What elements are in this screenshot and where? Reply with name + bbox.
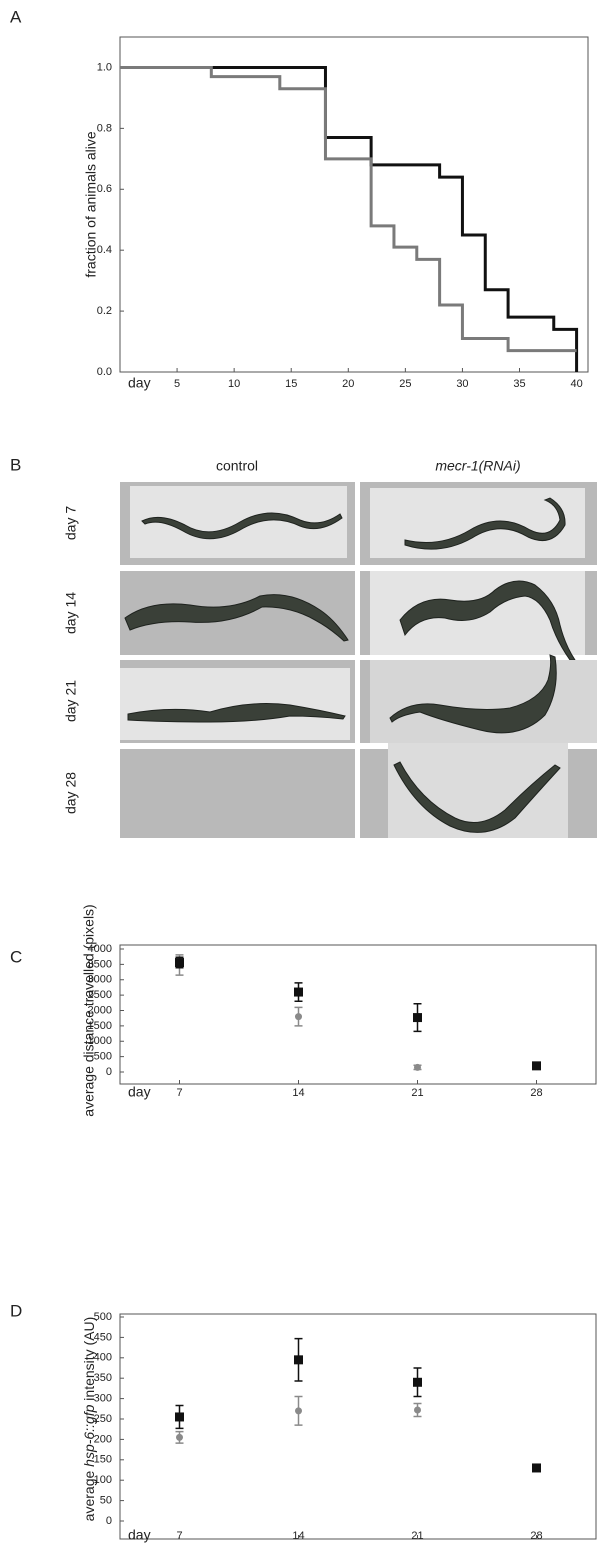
image-cell bbox=[120, 749, 355, 838]
plot-frame bbox=[119, 944, 597, 1085]
marker bbox=[532, 1061, 541, 1071]
y-axis-label: fraction of animals alive bbox=[83, 131, 99, 278]
worm bbox=[141, 512, 343, 540]
x-tick-label: 20 bbox=[342, 378, 354, 390]
y-tick-label: 0.8 bbox=[97, 122, 112, 134]
marker bbox=[295, 1407, 302, 1415]
worm bbox=[393, 761, 561, 833]
y-tick-label: 0.6 bbox=[97, 183, 112, 195]
y-tick-label: 100 bbox=[94, 1474, 112, 1486]
x-axis-label: day bbox=[128, 1084, 151, 1100]
x-axis-label: day bbox=[128, 1527, 151, 1543]
marker bbox=[294, 987, 303, 997]
column-label: mecr-1(RNAi) bbox=[435, 458, 520, 474]
y-tick-label: 300 bbox=[94, 1393, 112, 1405]
y-axis-label: average distance travelled (pixels) bbox=[81, 904, 97, 1116]
panel-label: B bbox=[10, 455, 21, 474]
y-tick-label: 500 bbox=[94, 1311, 112, 1323]
y-tick-label: 1500 bbox=[88, 1020, 112, 1032]
y-tick-label: 150 bbox=[94, 1454, 112, 1466]
x-axis-label: day bbox=[128, 375, 151, 391]
marker bbox=[294, 1355, 303, 1365]
y-tick-label: 0 bbox=[106, 1066, 112, 1078]
x-tick-label: 40 bbox=[570, 378, 582, 390]
y-tick-label: 50 bbox=[100, 1495, 112, 1507]
marker bbox=[532, 1463, 541, 1473]
y-axis-label-part: average bbox=[81, 1467, 97, 1521]
x-tick-label: 10 bbox=[228, 378, 240, 390]
worm bbox=[127, 703, 346, 723]
image bbox=[120, 668, 350, 740]
x-tick-label: 28 bbox=[530, 1087, 542, 1099]
y-tick-label: 350 bbox=[94, 1372, 112, 1384]
x-tick-label: 25 bbox=[399, 378, 411, 390]
row-label: day 7 bbox=[63, 506, 79, 540]
row-label: day 14 bbox=[63, 592, 79, 634]
y-tick-label: 3000 bbox=[88, 974, 112, 986]
survival-curve bbox=[120, 65, 579, 372]
image-grid bbox=[120, 482, 597, 838]
marker bbox=[413, 1377, 422, 1387]
marker bbox=[414, 1406, 421, 1414]
x-tick-label: 21 bbox=[411, 1087, 423, 1099]
y-tick-label: 450 bbox=[94, 1331, 112, 1343]
y-axis-label: average hsp-6::gfp intensity (AU) bbox=[81, 1317, 97, 1522]
row-label: day 28 bbox=[63, 772, 79, 814]
marker bbox=[175, 958, 184, 968]
y-tick-label: 250 bbox=[94, 1413, 112, 1425]
y-tick-label: 3500 bbox=[88, 958, 112, 970]
marker bbox=[175, 1412, 184, 1422]
y-tick-label: 0.4 bbox=[97, 244, 112, 256]
x-tick-label: 7 bbox=[176, 1087, 182, 1099]
y-tick-label: 2000 bbox=[88, 1004, 112, 1016]
row-label: day 21 bbox=[63, 680, 79, 722]
x-tick-label: 30 bbox=[456, 378, 468, 390]
y-tick-label: 200 bbox=[94, 1433, 112, 1445]
x-tick-label: 5 bbox=[174, 378, 180, 390]
y-tick-label: 0 bbox=[106, 1515, 112, 1527]
panel-label: C bbox=[10, 947, 22, 966]
y-tick-label: 4000 bbox=[88, 943, 112, 955]
image bbox=[370, 488, 585, 558]
panel-label: D bbox=[10, 1301, 22, 1320]
y-tick-label: 400 bbox=[94, 1352, 112, 1364]
survival-curve bbox=[120, 65, 577, 353]
plot-frame bbox=[119, 1313, 597, 1540]
y-tick-label: 0.0 bbox=[97, 366, 112, 378]
marker bbox=[413, 1013, 422, 1023]
y-tick-label: 2500 bbox=[88, 989, 112, 1001]
marker bbox=[176, 1433, 183, 1441]
x-tick-label: 15 bbox=[285, 378, 297, 390]
marker bbox=[414, 1063, 421, 1071]
worm bbox=[404, 497, 566, 550]
y-tick-label: 0.2 bbox=[97, 305, 112, 317]
worm bbox=[389, 654, 557, 734]
x-tick-label: 35 bbox=[513, 378, 525, 390]
column-label: control bbox=[216, 458, 258, 474]
y-axis-label-part: intensity (AU) bbox=[81, 1317, 97, 1405]
y-tick-label: 1000 bbox=[88, 1035, 112, 1047]
y-axis-label-part: hsp-6::gfp bbox=[81, 1404, 97, 1466]
worm bbox=[124, 594, 349, 642]
panel-label: A bbox=[10, 7, 22, 26]
x-tick-label: 14 bbox=[292, 1087, 304, 1099]
y-tick-label: 1.0 bbox=[97, 61, 112, 73]
marker bbox=[295, 1013, 302, 1021]
y-tick-label: 500 bbox=[94, 1051, 112, 1063]
plot-frame bbox=[119, 36, 589, 373]
